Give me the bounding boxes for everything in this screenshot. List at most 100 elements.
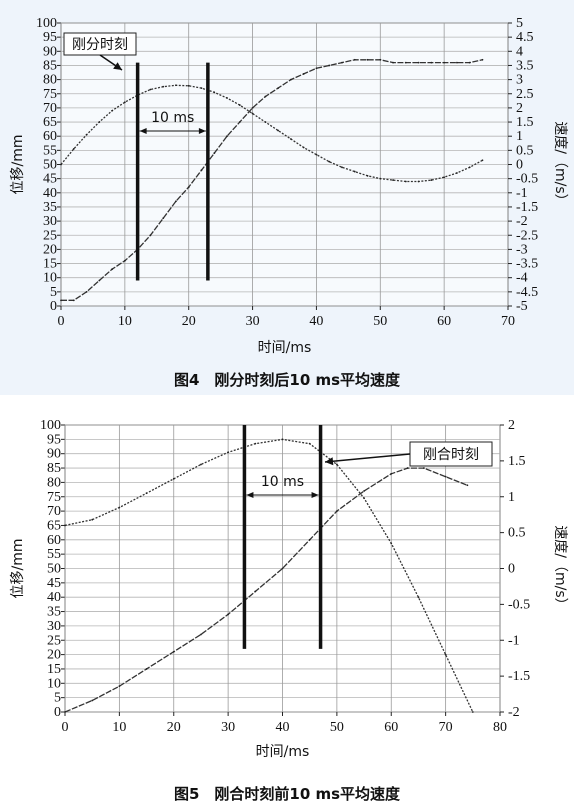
- y-left-tick-label: 25: [47, 633, 61, 648]
- x-tick-label: 50: [373, 314, 387, 329]
- y-left-tick-label: 25: [43, 228, 57, 243]
- x-tick-label: 70: [501, 314, 515, 329]
- displacement-point: [213, 152, 216, 155]
- displacement-point: [149, 234, 152, 237]
- velocity-point: [390, 542, 393, 545]
- y-right-tick-label: 0: [508, 562, 515, 577]
- x-tick-label: 0: [58, 314, 65, 329]
- y-right-tick-label: -3.5: [516, 257, 538, 272]
- displacement-point: [406, 467, 409, 469]
- displacement-point: [172, 650, 175, 653]
- x-tick-label: 40: [309, 314, 323, 329]
- velocity-point: [315, 153, 318, 156]
- y-left-tick-label: 65: [47, 518, 61, 533]
- y-left-tick-label: 30: [43, 214, 57, 229]
- y-left-tick-label: 95: [47, 432, 61, 447]
- velocity-curve: [60, 84, 483, 183]
- y-right-tick-label: 2: [508, 418, 515, 433]
- displacement-point: [404, 61, 407, 64]
- displacement-point: [302, 73, 305, 75]
- velocity-point: [264, 121, 267, 123]
- y-right-tick-label: 1.5: [508, 454, 526, 469]
- velocity-point: [444, 653, 447, 656]
- displacement-point: [366, 58, 369, 61]
- y-right-tick-label: -4.5: [516, 285, 538, 300]
- velocity-point: [91, 518, 94, 521]
- displacement-point: [444, 475, 447, 478]
- x-tick-label: 30: [221, 720, 235, 735]
- figure-caption: 图5 刚合时刻前10 ms平均速度: [174, 785, 401, 803]
- x-axis-label: 时间/ms: [256, 744, 310, 760]
- y-left-tick-label: 5: [54, 691, 61, 706]
- y-left-tick-label: 90: [47, 447, 61, 462]
- velocity-point: [417, 180, 420, 183]
- velocity-point: [328, 160, 331, 163]
- y-left-tick-label: 75: [43, 87, 57, 102]
- displacement-point: [443, 61, 446, 64]
- y-left-tick-label: 55: [47, 547, 61, 562]
- velocity-point: [145, 492, 148, 495]
- velocity-point: [363, 497, 365, 500]
- velocity-point: [456, 172, 458, 174]
- velocity-point: [302, 146, 305, 149]
- velocity-point: [353, 170, 356, 173]
- y-left-tick-label: 45: [47, 576, 61, 591]
- x-tick-label: 10: [118, 314, 132, 329]
- displacement-point: [417, 61, 420, 64]
- displacement-point: [422, 467, 425, 469]
- displacement-point: [390, 472, 393, 475]
- displacement-point: [162, 217, 165, 220]
- displacement-point: [226, 135, 228, 138]
- figure-caption: 图4 刚分时刻后10 ms平均速度: [174, 371, 401, 389]
- displacement-point: [175, 200, 177, 203]
- displacement-point: [289, 78, 292, 81]
- velocity-point: [341, 166, 343, 169]
- y-right-tick-label: -1: [516, 186, 528, 201]
- displacement-curve: [61, 59, 483, 301]
- velocity-point: [443, 176, 446, 179]
- x-tick-label: 10: [112, 720, 126, 735]
- displacement-point: [430, 61, 433, 64]
- y-left-tick-label: 85: [47, 461, 61, 476]
- annotation-label: 刚合时刻: [423, 447, 479, 463]
- y-left-tick-label: 100: [40, 418, 61, 433]
- y-left-tick-label: 85: [43, 58, 57, 73]
- y-right-tick-label: 3.5: [516, 58, 534, 73]
- y-right-tick-label: 4: [516, 44, 523, 59]
- y-right-tick-label: -1: [508, 633, 520, 648]
- velocity-point: [308, 442, 311, 445]
- x-axis-label: 时间/ms: [258, 340, 312, 356]
- displacement-point: [251, 107, 254, 109]
- velocity-point: [60, 163, 62, 166]
- annotation-label: 刚分时刻: [72, 37, 128, 53]
- displacement-point: [227, 613, 230, 616]
- displacement-point: [264, 95, 267, 98]
- x-tick-label: 30: [246, 314, 260, 329]
- displacement-point: [200, 169, 203, 172]
- displacement-point: [118, 685, 121, 688]
- y-left-tick-label: 50: [47, 562, 61, 577]
- y-right-tick-label: 4.5: [516, 30, 534, 45]
- x-tick-label: 40: [276, 720, 290, 735]
- displacement-point: [481, 58, 484, 61]
- y-right-tick-label: 2: [516, 101, 523, 116]
- figure-5-chart: 0510152025303540455055606570758085909510…: [10, 418, 568, 803]
- x-tick-label: 60: [384, 720, 398, 735]
- velocity-point: [200, 463, 202, 466]
- displacement-curve: [64, 467, 468, 713]
- displacement-point: [466, 484, 469, 487]
- annotation-pointer: [324, 453, 411, 463]
- displacement-point: [281, 567, 284, 570]
- y-right-tick-label: 2.5: [516, 87, 534, 102]
- y-right-tick-label: 0.5: [516, 143, 534, 158]
- y-right-tick-label: 5: [516, 16, 523, 31]
- y-left-tick-label: 55: [43, 143, 57, 158]
- interval-arrow-head-left: [246, 492, 254, 498]
- y-left-tick-label: 90: [43, 44, 57, 59]
- displacement-point: [85, 290, 88, 293]
- velocity-point: [175, 84, 177, 87]
- displacement-point: [456, 61, 458, 64]
- velocity-point: [213, 91, 216, 94]
- displacement-point: [468, 61, 471, 64]
- y-left-tick-label: 20: [43, 242, 57, 257]
